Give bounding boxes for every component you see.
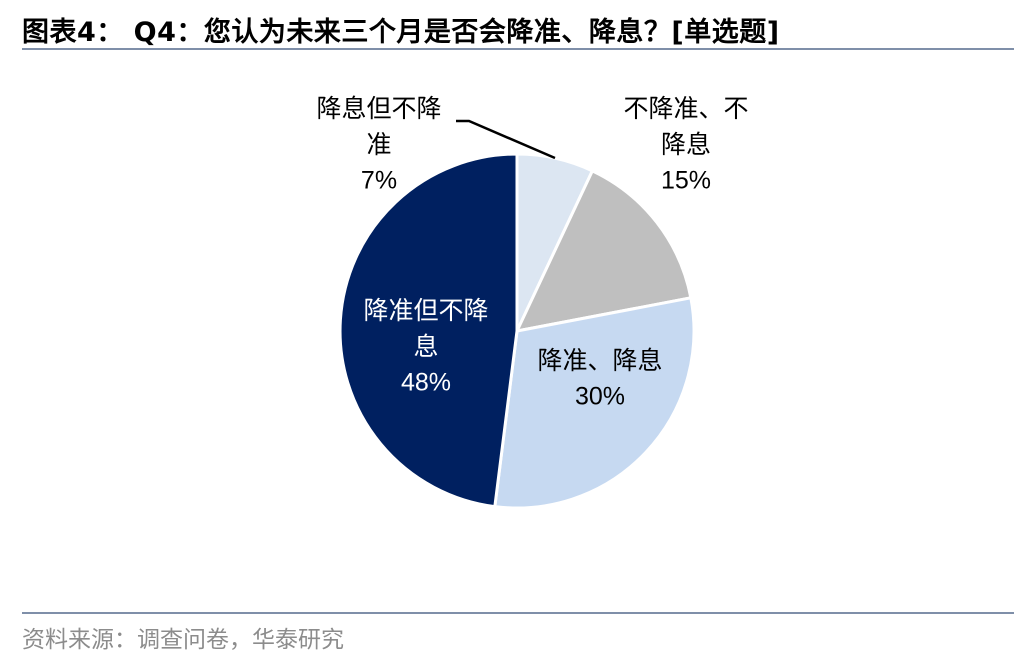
slice-label-text: 不降准、不 — [623, 94, 748, 123]
leader-lines — [456, 119, 556, 160]
chart-title: 图表4： Q4：您认为未来三个月是否会降准、降息？[单选题] — [22, 17, 780, 48]
slice-value-label: 48% — [401, 369, 451, 397]
slice-value-label: 7% — [361, 167, 397, 195]
pie-slice — [493, 296, 696, 510]
slice-label-text: 息 — [413, 332, 438, 361]
title-divider — [22, 48, 1014, 50]
pie-slice — [338, 152, 519, 509]
pie-slices — [338, 152, 696, 510]
slice-label-text: 降息 — [661, 130, 711, 159]
pie-slice — [515, 169, 693, 333]
leader-line — [456, 119, 556, 160]
slice-label-text: 降准、降息 — [537, 346, 662, 375]
slice-label-text: 准 — [366, 130, 391, 159]
source-divider — [22, 612, 1014, 614]
source-note: 资料来源：调查问卷，华泰研究 — [22, 627, 344, 653]
slice-label-text: 降准但不降 — [363, 296, 488, 325]
slice-value-label: 15% — [661, 167, 711, 195]
slice-label-text: 降息但不降 — [316, 94, 441, 123]
slice-value-label: 30% — [575, 383, 625, 411]
